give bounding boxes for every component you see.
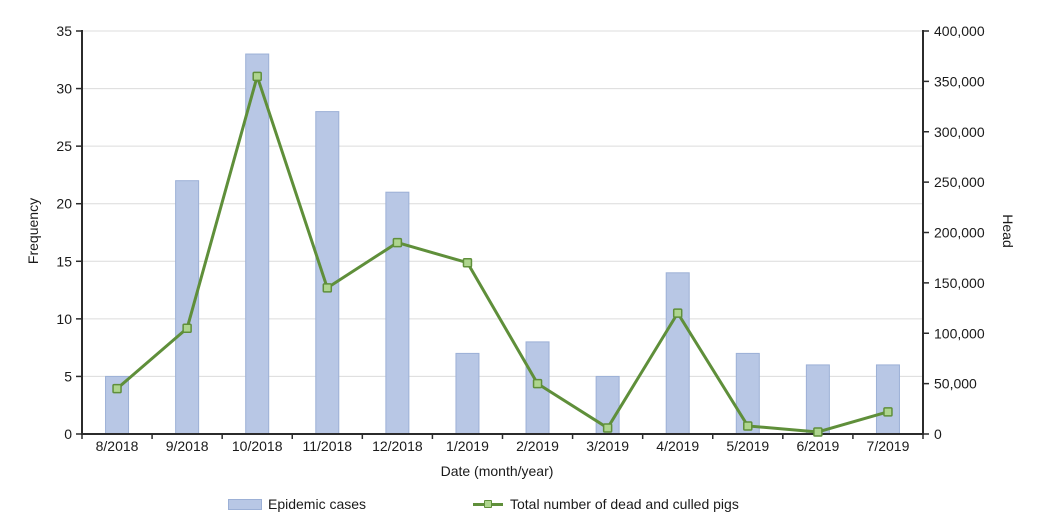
right-axis-tick-label: 150,000 [934,275,985,291]
x-axis-tick-label: 5/2019 [726,438,769,454]
line-marker [532,378,543,389]
left-axis-tick-label: 10 [56,311,72,327]
x-axis-tick-label: 4/2019 [656,438,699,454]
left-axis-tick-label: 15 [56,253,72,269]
bar-epidemic-cases [805,364,830,435]
bar-epidemic-cases [455,352,480,435]
right-axis-tick-label: 200,000 [934,225,985,241]
bar-epidemic-cases [175,180,200,435]
x-axis-tick-label: 6/2019 [796,438,839,454]
left-axis-tick-label: 25 [56,138,72,154]
left-axis-tick-label: 30 [56,81,72,97]
right-y-axis-title: Head [1000,214,1016,248]
x-axis-tick-label: 3/2019 [586,438,629,454]
legend-label-dead-culled-pigs: Total number of dead and culled pigs [510,496,739,512]
bar-epidemic-cases [385,191,410,435]
line-dead-culled-pigs [115,74,890,434]
x-axis-title: Date (month/year) [440,463,554,479]
line-marker [182,323,192,333]
legend-item-dead-culled-pigs: Total number of dead and culled pigs [473,496,739,512]
line-marker [252,71,262,82]
x-axis-tick-label: 9/2018 [166,438,209,454]
x-axis-tick-label: 7/2019 [867,438,910,454]
left-axis-tick-label: 0 [64,426,72,442]
right-axis-tick-label: 100,000 [934,325,985,341]
line-marker [602,423,613,433]
line-series-swatch-icon [473,496,503,512]
left-axis-tick-label: 35 [56,23,72,39]
right-axis-tick-label: 0 [934,426,942,442]
bar-series-swatch-icon [228,498,262,510]
bar-epidemic-cases [665,272,690,435]
right-axis-tick-label: 400,000 [934,23,985,39]
line-marker [322,283,333,293]
bar-epidemic-cases [245,53,270,435]
right-axis-tick-label: 300,000 [934,124,985,140]
bar-epidemic-cases [315,111,340,435]
left-axis-tick-label: 5 [64,368,72,384]
left-axis-tick-label: 20 [56,196,72,212]
right-axis-tick-label: 350,000 [934,73,985,89]
line-marker [743,421,753,431]
x-axis-tick-label: 2/2019 [516,438,559,454]
x-axis-tick-label: 11/2018 [303,438,353,454]
legend-item-epidemic-cases: Epidemic cases [228,496,366,512]
line-marker [813,427,823,437]
line-marker [112,383,122,394]
line-marker [462,257,473,268]
bar-epidemic-cases [875,364,900,435]
right-axis-tick-label: 50,000 [934,376,977,392]
left-y-axis-title: Frequency [25,197,41,265]
x-axis-tick-label: 1/2019 [446,438,489,454]
x-axis-tick-label: 8/2018 [96,438,139,454]
right-axis-tick-label: 250,000 [934,174,985,190]
x-axis-tick-label: 12/2018 [372,438,423,454]
x-axis-tick-label: 10/2018 [232,438,283,454]
line-marker [672,308,683,318]
legend-label-epidemic-cases: Epidemic cases [268,496,367,512]
line-marker [883,407,893,417]
line-marker [392,237,403,248]
